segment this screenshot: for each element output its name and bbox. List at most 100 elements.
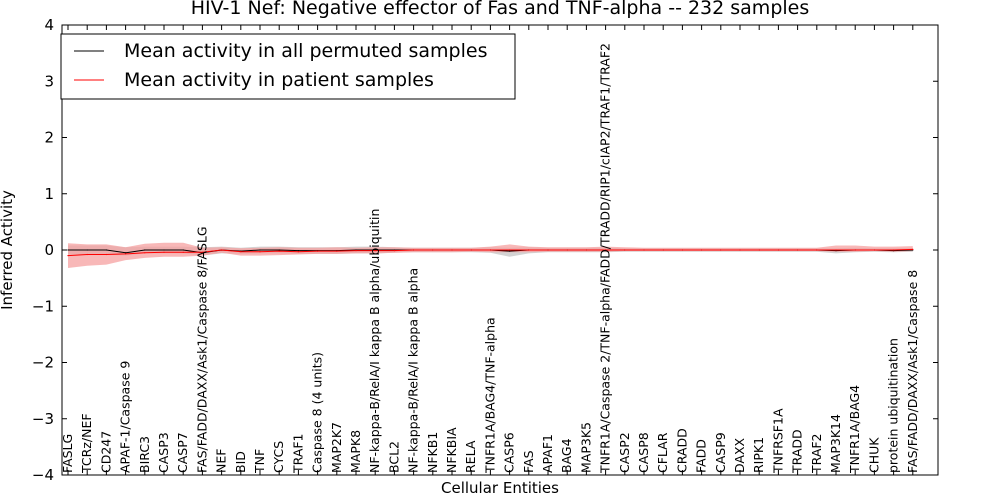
x-tick-label: FAS/FADD/DAXX/Ask1/Caspase 8/FASLG [194,226,209,473]
y-tick-label: 2 [44,129,54,147]
y-tick-label: 3 [44,72,54,90]
x-axis-label: Cellular Entities [441,479,559,497]
x-tick-label: NEF [214,449,229,473]
data-point [854,249,856,251]
data-point [413,249,415,251]
data-point [835,249,837,251]
data-point [105,253,107,256]
data-point [528,249,530,251]
x-tick-label: MAP3K14 [828,414,843,473]
series-lines [67,248,914,257]
data-point [221,249,223,251]
data-point [144,249,146,251]
x-tick-label: protein ubiquitination [886,338,901,473]
data-point [816,249,818,251]
x-tick-label: MAP3K5 [578,422,593,473]
x-tick-label: BAG4 [559,438,574,473]
x-tick-label: NF-kappa-B/RelA/I kappa B alpha/ubiquiti… [367,209,382,473]
data-point [86,253,88,256]
data-point [317,250,319,252]
x-tick-label: TNFR1A/BAG4/TNF-alpha [482,317,497,474]
data-point [278,250,280,252]
confidence-bands [68,242,913,268]
x-tick-label: TRAF1 [290,433,305,474]
data-point [67,255,69,257]
data-point [566,249,568,251]
x-tick-label: TNF [252,449,267,474]
data-point [259,249,261,251]
x-tick-label: TNFRSF1A [770,408,785,474]
x-axis-ticks: FASLG TCRz/NEF CD247 APAF-1/Caspase 9 BIRC3 C… [60,25,920,475]
data-point [432,249,434,251]
data-point [797,249,799,251]
x-tick-label: TNFR1A/Caspase 2/TNF-alpha/FADD/TRADD/RI… [598,43,613,474]
x-tick-label: CASP7 [175,432,190,473]
data-point [720,249,722,251]
data-point [777,249,780,251]
legend-label-permuted: Mean activity in all permuted samples [124,40,487,62]
y-tick-label: −4 [32,466,54,484]
x-tick-label: NFKBIA [444,427,459,473]
data-point [144,252,146,254]
y-tick-label: 0 [44,241,54,259]
data-point [489,249,491,251]
x-tick-label: MAPK8 [348,430,363,473]
data-point [355,250,357,252]
data-point [393,250,395,252]
data-point [739,249,741,251]
data-point [470,249,472,251]
data-point [105,249,107,251]
x-tick-label: FASLG [60,434,75,473]
x-tick-label: FAS [521,450,536,473]
x-tick-label: RELA [463,440,478,473]
x-tick-label: TRADD [790,429,805,474]
data-point [278,249,280,251]
y-axis-label: Inferred Activity [0,190,16,310]
data-point [624,249,626,251]
data-point [163,251,165,253]
data-point [912,248,914,250]
data-point [240,251,242,253]
y-tick-label: −2 [32,354,54,372]
data-point [374,250,376,252]
data-point [547,249,549,251]
data-point [182,251,184,253]
x-tick-label: CASP6 [502,432,517,473]
y-tick-label: 1 [44,185,54,203]
x-tick-label: CASP3 [156,432,171,473]
x-tick-label: CASP8 [636,432,651,473]
x-tick-label: RIPK1 [751,437,766,473]
y-tick-label: −1 [32,297,54,315]
x-tick-label: CFLAR [655,432,670,473]
data-point [125,253,127,255]
x-tick-label: BIRC3 [137,436,152,473]
data-point [701,249,703,251]
x-tick-label: APAF-1/Caspase 9 [118,361,133,473]
x-tick-label: TRAF2 [809,433,824,474]
x-tick-label: BCL2 [386,441,401,473]
data-point [662,249,664,251]
y-axis-ticks: 4 3 2 1 0 −1 −2 −3 −4 [32,16,938,484]
x-tick-label: CASP9 [713,432,728,473]
data-point [605,249,607,251]
legend: Mean activity in all permuted samples Me… [60,33,516,100]
data-point [681,249,684,251]
x-tick-label: NF-kappa-B/RelA/I kappa B alpha [406,268,421,473]
data-point [336,250,338,252]
data-point [509,250,511,252]
chart-title: HIV-1 Nef: Negative effector of Fas and … [191,0,810,19]
x-tick-label: BID [233,451,248,473]
x-tick-label: MAP2K7 [329,422,344,473]
data-point [163,249,165,251]
confidence-band-patient [68,242,913,268]
x-tick-label: FAS/FADD/DAXX/Ask1/Caspase 8 [905,270,920,473]
data-point [259,251,261,253]
data-point [67,249,69,251]
data-point [509,249,511,251]
data-point [643,249,645,251]
data-point [893,249,895,251]
x-tick-label: Caspase 8 (4 units) [310,352,325,473]
data-point [125,252,127,254]
data-point [297,251,299,253]
x-tick-label: FADD [694,439,709,473]
